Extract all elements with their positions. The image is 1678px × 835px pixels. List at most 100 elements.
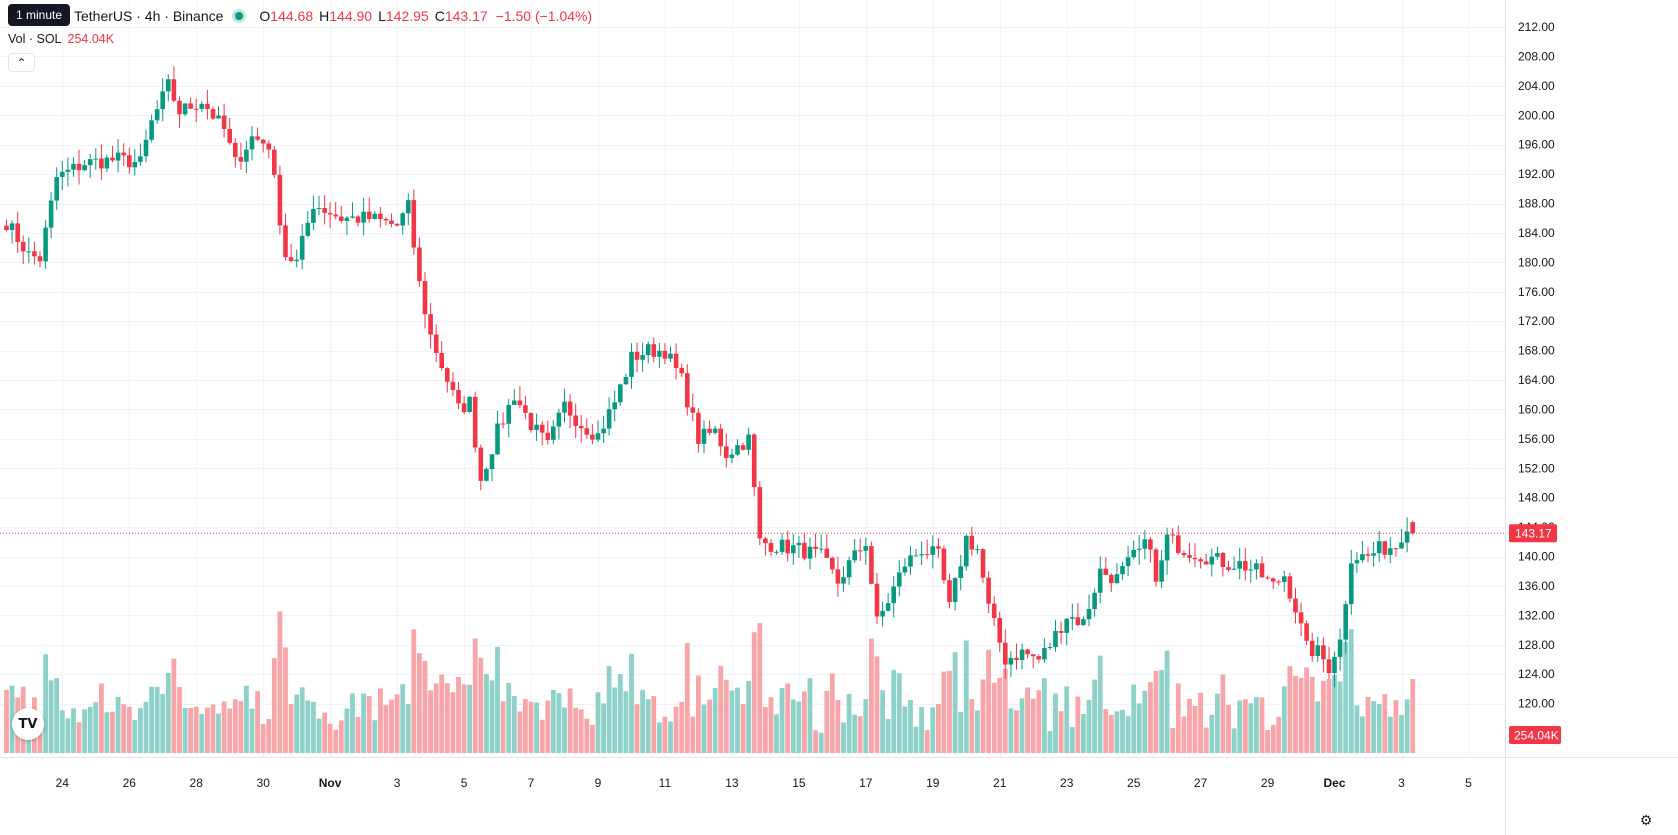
volume-bar — [1131, 684, 1137, 753]
volume-label[interactable]: Vol · SOL — [8, 32, 62, 46]
candle-body — [785, 539, 790, 554]
volume-bar — [902, 706, 908, 753]
candle-body — [489, 454, 495, 469]
candle-body — [930, 546, 936, 555]
volume-bar — [779, 688, 785, 753]
volume-bar — [824, 690, 830, 753]
candle-body — [1109, 574, 1114, 584]
volume-bar — [433, 683, 439, 753]
volume-bar — [484, 674, 489, 753]
candle-body — [472, 396, 478, 448]
volume-bar — [1231, 728, 1237, 753]
volume-bar — [65, 718, 71, 753]
candle-body — [556, 412, 562, 427]
time-tick-label: 15 — [792, 776, 806, 790]
candle-body — [1365, 554, 1371, 556]
candle-body — [110, 157, 115, 161]
candle-body — [160, 91, 165, 110]
candle-body — [1081, 619, 1086, 626]
volume-bar — [1270, 724, 1276, 753]
candle-body — [378, 213, 383, 219]
volume-bar — [165, 673, 171, 753]
candle-body — [1360, 554, 1365, 561]
volume-bar — [1170, 728, 1176, 753]
volume-bar — [601, 703, 606, 753]
volume-bar — [1354, 705, 1360, 753]
candle-body — [690, 407, 696, 413]
open-value: 144.68 — [270, 8, 314, 24]
candle-body — [707, 428, 712, 433]
volume-bar — [495, 646, 500, 753]
high-value: 144.90 — [329, 8, 373, 24]
volume-bar — [271, 658, 277, 753]
candle-body — [1371, 553, 1376, 556]
volume-bar — [1237, 700, 1243, 753]
volume-bar — [1371, 701, 1376, 753]
candle-body — [1131, 549, 1136, 558]
price-tick-label: 148.00 — [1518, 491, 1555, 505]
volume-bar — [1097, 655, 1103, 753]
candle-body — [495, 423, 500, 455]
volume-bar — [294, 694, 300, 753]
volume-bar — [1142, 690, 1148, 753]
candle-body — [880, 610, 885, 617]
volume-bar — [718, 665, 724, 753]
time-tick-label: 29 — [1261, 776, 1275, 790]
candle-body — [1349, 563, 1354, 605]
candle-body — [612, 402, 617, 410]
candle-body — [417, 247, 422, 282]
volume-bar — [344, 708, 350, 753]
volume-bar — [913, 726, 919, 753]
candle-body — [400, 213, 405, 226]
candle-body — [1282, 576, 1287, 583]
volume-bar — [723, 679, 729, 753]
volume-bar — [1148, 682, 1153, 753]
candle-body — [411, 200, 417, 248]
collapse-legend-button[interactable]: ⌃ — [8, 53, 35, 72]
candle-body — [127, 155, 132, 168]
volume-bar — [707, 699, 712, 753]
volume-bar — [1086, 699, 1092, 753]
tradingview-logo[interactable]: TV — [12, 708, 44, 740]
time-tick-label: 13 — [725, 776, 739, 790]
volume-bar — [4, 690, 9, 753]
candle-body — [657, 350, 662, 357]
volume-bar — [48, 680, 54, 753]
candle-body — [712, 428, 718, 433]
candle-body — [389, 220, 394, 224]
volume-bar — [885, 718, 891, 753]
volume-bar — [82, 709, 87, 753]
volume-bar — [908, 700, 913, 753]
candle-body — [1142, 539, 1148, 549]
candle-body — [1237, 561, 1242, 569]
symbol-title[interactable]: TetherUS · 4h · Binance — [74, 8, 224, 24]
candle-body — [288, 257, 294, 262]
time-tick-label: 19 — [926, 776, 940, 790]
volume-bar — [1042, 678, 1047, 753]
volume-bar — [160, 693, 166, 753]
volume-bar — [104, 712, 110, 753]
price-tick-label: 196.00 — [1518, 138, 1555, 152]
candle-body — [1097, 568, 1103, 593]
symbol-legend: TetherUS · 4h · Binance O 144.68 H 144.90 … — [8, 6, 592, 26]
candle-body — [227, 129, 232, 143]
volume-bar — [1198, 692, 1203, 753]
candle-body — [1058, 631, 1064, 633]
candle-body — [757, 487, 763, 539]
gear-icon[interactable]: ⚙ — [1639, 811, 1653, 828]
candle-body — [813, 546, 818, 549]
volume-bar — [986, 649, 991, 753]
candle-body — [645, 344, 651, 356]
volume-bar — [785, 683, 791, 753]
volume-bar — [333, 729, 339, 753]
candle-body — [1265, 577, 1270, 579]
volume-bar — [1187, 698, 1192, 753]
candle-body — [9, 223, 15, 230]
volume-bar — [450, 692, 456, 753]
candle-body — [668, 353, 673, 359]
volume-bar — [1298, 677, 1304, 753]
candle-body — [830, 557, 835, 570]
volume-bar — [1175, 683, 1181, 753]
volume-bar — [941, 671, 947, 753]
